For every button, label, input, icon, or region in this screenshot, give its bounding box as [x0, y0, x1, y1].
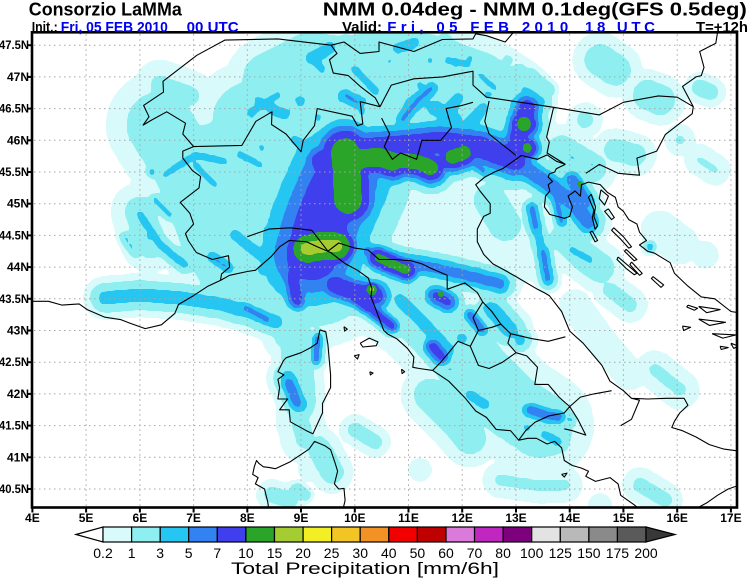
svg-text:70: 70 [467, 545, 483, 561]
svg-text:Consorzio LaMMa: Consorzio LaMMa [29, 0, 183, 20]
svg-text:42N: 42N [7, 387, 29, 401]
svg-text:17E: 17E [720, 511, 741, 525]
svg-text:Init.:: Init.: [32, 19, 58, 36]
svg-text:44.5N: 44.5N [0, 228, 29, 242]
svg-text:9E: 9E [294, 511, 309, 525]
svg-text:5: 5 [185, 545, 193, 561]
svg-text:100: 100 [520, 545, 544, 561]
svg-text:14E: 14E [559, 511, 580, 525]
svg-text:50: 50 [410, 545, 426, 561]
svg-text:43N: 43N [7, 324, 29, 338]
svg-text:45.5N: 45.5N [0, 165, 29, 179]
svg-text:25: 25 [324, 545, 340, 561]
svg-text:20: 20 [295, 545, 311, 561]
svg-text:47N: 47N [7, 70, 29, 84]
svg-text:41.5N: 41.5N [0, 419, 29, 433]
svg-text:46N: 46N [7, 133, 29, 147]
svg-text:46.5N: 46.5N [0, 102, 29, 116]
svg-text:44N: 44N [7, 260, 29, 274]
svg-text:30: 30 [352, 545, 368, 561]
svg-text:12E: 12E [452, 511, 473, 525]
svg-text:60: 60 [438, 545, 454, 561]
svg-text:18 UTC: 18 UTC [585, 19, 655, 36]
svg-text:41N: 41N [7, 450, 29, 464]
svg-text:8E: 8E [240, 511, 255, 525]
svg-text:5E: 5E [79, 511, 94, 525]
svg-text:15: 15 [267, 545, 283, 561]
svg-text:150: 150 [577, 545, 601, 561]
svg-text:7: 7 [213, 545, 221, 561]
svg-text:Fri, 05 FEB 2010: Fri, 05 FEB 2010 [387, 19, 568, 36]
svg-text:40: 40 [381, 545, 397, 561]
svg-text:3: 3 [156, 545, 164, 561]
svg-text:42.5N: 42.5N [0, 355, 29, 369]
svg-text:200: 200 [634, 545, 658, 561]
svg-text:125: 125 [549, 545, 573, 561]
svg-text:43.5N: 43.5N [0, 292, 29, 306]
svg-text:175: 175 [606, 545, 630, 561]
svg-text:10: 10 [238, 545, 254, 561]
svg-text:10E: 10E [344, 511, 365, 525]
svg-text:47.5N: 47.5N [0, 38, 29, 52]
svg-text:NMM 0.04deg - NMM 0.1deg(GFS 0: NMM 0.04deg - NMM 0.1deg(GFS 0.5deg) [323, 0, 747, 20]
svg-text:13E: 13E [505, 511, 526, 525]
svg-text:15E: 15E [613, 511, 634, 525]
svg-text:00 UTC: 00 UTC [187, 19, 239, 36]
svg-text:16E: 16E [667, 511, 688, 525]
svg-text:7E: 7E [186, 511, 201, 525]
svg-text:Total Precipitation [mm/6h]: Total Precipitation [mm/6h] [231, 559, 499, 578]
svg-text:45N: 45N [7, 197, 29, 211]
svg-text:0.2: 0.2 [93, 545, 113, 561]
svg-text:1: 1 [128, 545, 136, 561]
svg-text:6E: 6E [133, 511, 148, 525]
svg-text:T=+12h: T=+12h [696, 19, 748, 36]
svg-text:Fri, 05 FEB 2010: Fri, 05 FEB 2010 [61, 19, 168, 36]
svg-text:11E: 11E [398, 511, 419, 525]
svg-text:80: 80 [495, 545, 511, 561]
svg-text:Valid:: Valid: [342, 19, 382, 36]
svg-text:4E: 4E [25, 511, 40, 525]
svg-text:40.5N: 40.5N [0, 482, 29, 496]
